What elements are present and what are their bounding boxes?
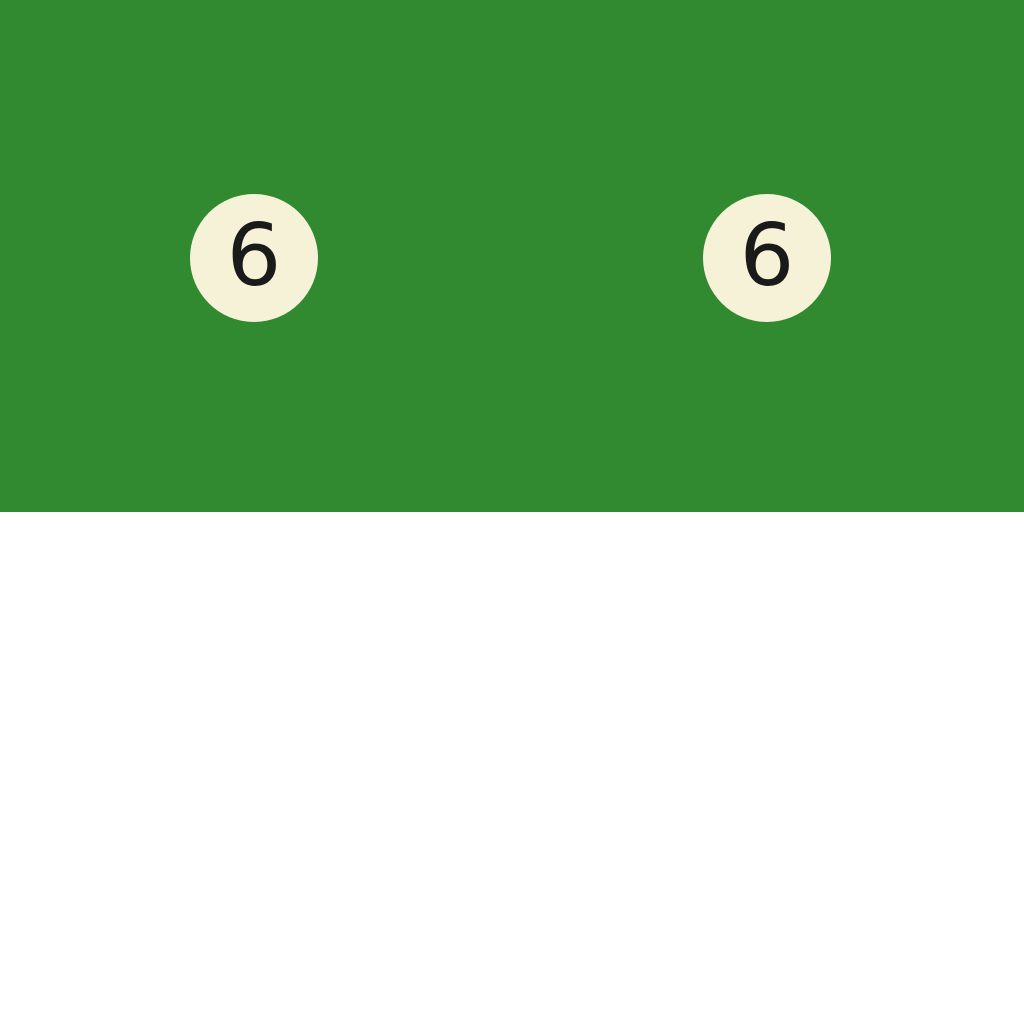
number-ball-right[interactable]: 6 (703, 194, 831, 322)
number-ball-left[interactable]: 6 (190, 194, 318, 322)
game-board: 6 6 (0, 0, 1024, 512)
ball-number-label: 6 (739, 206, 795, 306)
empty-area (0, 512, 1024, 1024)
ball-number-label: 6 (226, 206, 282, 306)
